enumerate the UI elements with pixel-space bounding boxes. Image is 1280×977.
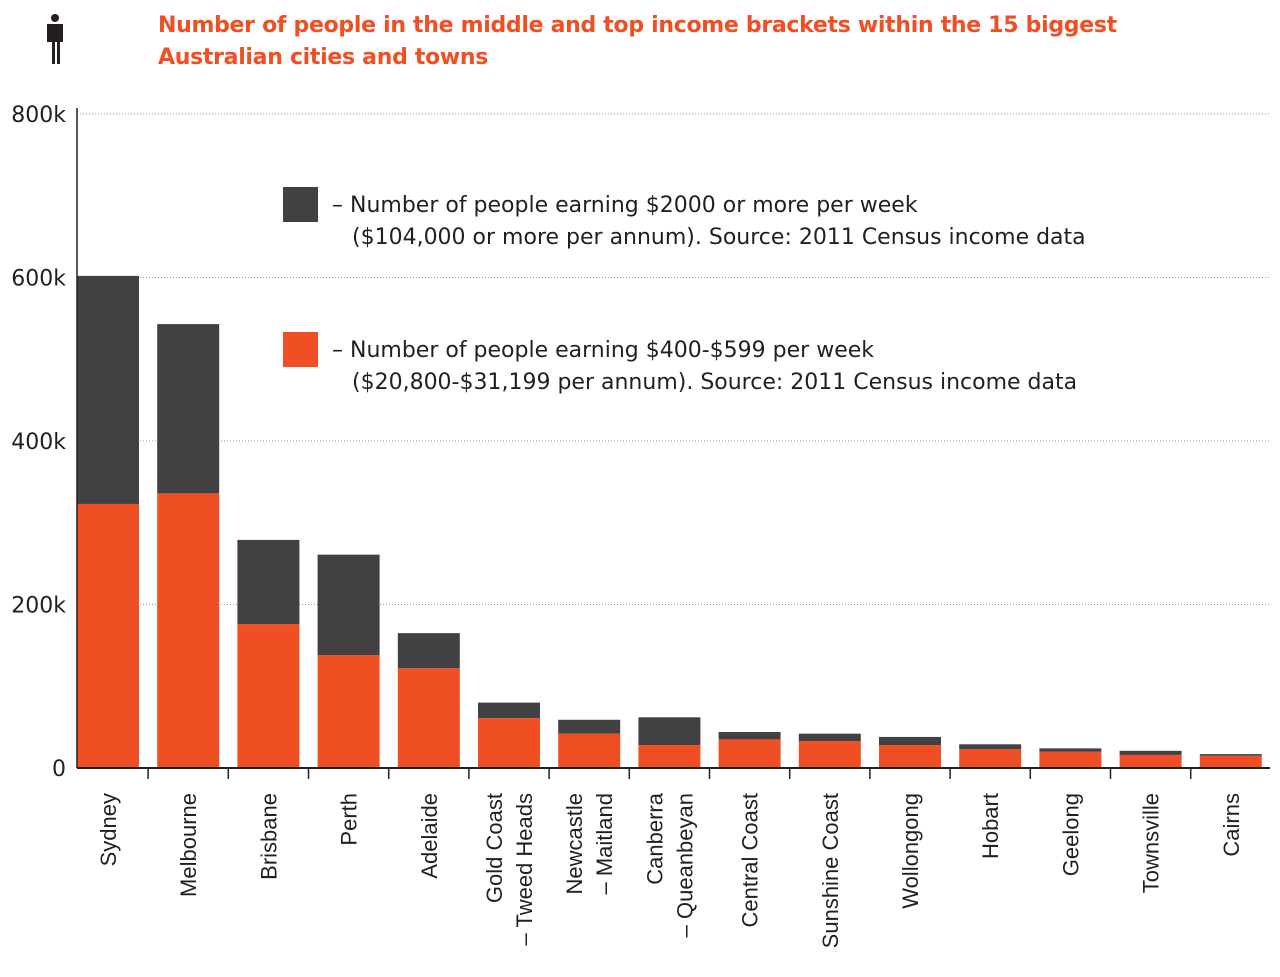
bar-segment-middle-bracket <box>77 503 139 768</box>
x-category-label: Gold Coast – Tweed Heads <box>482 793 537 945</box>
bar-segment-top-bracket <box>879 736 941 746</box>
bar-segment-middle-bracket <box>1199 755 1262 768</box>
legend-label: – Number of people earning $2000 or more… <box>332 193 918 218</box>
bar-segment-top-bracket <box>638 717 701 746</box>
category-label-line: Sydney <box>96 793 121 866</box>
category-label-line: Geelong <box>1058 793 1083 876</box>
bar-segment-middle-bracket <box>638 745 701 768</box>
bar-segment-middle-bracket <box>157 493 220 768</box>
x-category-label: Geelong <box>1058 793 1083 876</box>
category-label-line: Perth <box>337 793 362 846</box>
x-category-label: Central Coast <box>738 793 763 928</box>
x-category-label: Sydney <box>96 793 121 866</box>
bar-segment-middle-bracket <box>558 733 621 768</box>
bar-segment-middle-bracket <box>1039 751 1102 768</box>
y-tick-label: 800k <box>11 103 66 128</box>
category-label-line: – Queanbeyan <box>672 793 697 937</box>
x-category-label: Cairns <box>1219 793 1244 857</box>
bar-segment-top-bracket <box>157 324 220 494</box>
category-label-line: Wollongong <box>898 793 923 909</box>
bar-segment-top-bracket <box>798 733 861 742</box>
category-label-line: Adelaide <box>417 793 442 879</box>
x-category-label: Newcastle – Maitland <box>562 793 617 895</box>
bar-segment-middle-bracket <box>718 739 781 768</box>
bar-segment-top-bracket <box>1199 754 1262 756</box>
legend-label: ($104,000 or more per annum). Source: 20… <box>352 225 1086 250</box>
category-label-line: Hobart <box>978 793 1003 859</box>
x-category-label: Sunshine Coast <box>818 793 843 948</box>
bar-segment-middle-bracket <box>317 655 380 768</box>
y-tick-label: 0 <box>52 757 66 782</box>
y-tick-label: 600k <box>11 267 66 292</box>
x-category-label: Melbourne <box>176 793 201 897</box>
category-label-line: Sunshine Coast <box>818 793 843 948</box>
category-label-line: – Tweed Heads <box>512 793 537 945</box>
bar-segment-middle-bracket <box>879 745 941 768</box>
category-label-line: Brisbane <box>256 793 281 880</box>
bar-segment-middle-bracket <box>798 741 861 768</box>
bar-segment-top-bracket <box>718 732 781 740</box>
legend-label: ($20,800-$31,199 per annum). Source: 201… <box>352 370 1077 395</box>
bar-segment-middle-bracket <box>959 749 1022 768</box>
bar-segment-middle-bracket <box>397 668 460 768</box>
y-tick-label: 400k <box>11 430 66 455</box>
bar-segment-top-bracket <box>397 633 460 669</box>
x-category-label: Wollongong <box>898 793 923 909</box>
bar-segment-top-bracket <box>77 275 139 504</box>
chart-title: Number of people in the middle and top i… <box>158 13 1117 70</box>
legend-swatch <box>283 187 318 222</box>
bar-segment-middle-bracket <box>237 624 300 768</box>
category-label-line: Gold Coast <box>482 793 507 903</box>
x-category-label: Townsville <box>1139 793 1164 893</box>
x-category-label: Perth <box>337 793 362 846</box>
bar-segment-top-bracket <box>1039 748 1102 752</box>
category-label-line: Cairns <box>1219 793 1244 857</box>
person-icon <box>47 14 63 64</box>
bar-segment-top-bracket <box>237 539 300 625</box>
bar-segment-top-bracket <box>317 554 380 656</box>
category-label-line: Central Coast <box>738 793 763 928</box>
category-label-line: Newcastle <box>562 793 587 894</box>
bar-segment-top-bracket <box>1119 750 1182 755</box>
category-label-line: Townsville <box>1139 793 1164 893</box>
y-tick-label: 200k <box>11 594 66 619</box>
x-category-label: Brisbane <box>256 793 281 880</box>
category-label-line: Canberra <box>642 792 667 884</box>
bar-segment-middle-bracket <box>1119 754 1182 768</box>
bar-segment-middle-bracket <box>478 718 540 768</box>
bar-segment-top-bracket <box>959 744 1022 750</box>
bar-segment-top-bracket <box>558 719 621 734</box>
x-category-label: Canberra – Queanbeyan <box>642 792 697 937</box>
x-category-label: Adelaide <box>417 793 442 879</box>
category-label-line: – Maitland <box>592 793 617 895</box>
legend-swatch <box>283 332 318 367</box>
bar-segment-top-bracket <box>478 702 540 719</box>
category-label-line: Melbourne <box>176 793 201 897</box>
legend-label: – Number of people earning $400-$599 per… <box>332 338 874 363</box>
x-category-label: Hobart <box>978 793 1003 859</box>
